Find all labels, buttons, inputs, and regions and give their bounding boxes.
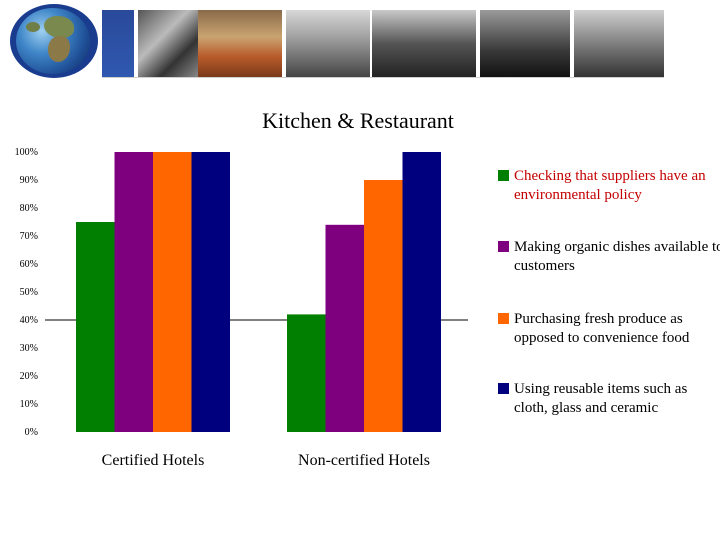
y-tick-label: 70% (20, 231, 38, 242)
legend-label-suppliers: Checking that suppliers have an environm… (514, 168, 706, 203)
banner-photo-beer-waitress (198, 10, 282, 77)
legend-label-fresh-produce: Purchasing fresh produce as opposed to c… (514, 311, 690, 346)
bar-series-4-category-2 (402, 152, 441, 432)
chart-title: Kitchen & Restaurant (262, 108, 454, 133)
banner-photo-pretzels (138, 10, 198, 77)
y-tick-label: 40% (20, 315, 38, 326)
legend-label-organic: Making organic dishes available to custo… (514, 239, 720, 274)
banner-photo-old-town (372, 10, 476, 77)
legend-swatch-organic (498, 241, 509, 252)
y-tick-label: 60% (20, 259, 38, 270)
category-label: Certified Hotels (102, 452, 205, 469)
banner-photo-cathedral-bridge (480, 10, 570, 77)
bar-series-3-category-2 (364, 180, 403, 432)
y-tick-label: 20% (20, 371, 38, 382)
bar-series-2-category-1 (114, 152, 153, 432)
banner-divider (102, 77, 664, 78)
y-tick-label: 0% (25, 427, 38, 438)
legend-swatch-reusable (498, 383, 509, 394)
y-tick-label: 10% (20, 399, 38, 410)
bar-series-4-category-1 (191, 152, 230, 432)
y-tick-label: 100% (15, 147, 38, 158)
banner-photo-country-road (574, 10, 664, 77)
y-tick-label: 90% (20, 175, 38, 186)
header-banner (0, 0, 720, 82)
bar-series-2-category-2 (325, 224, 364, 432)
legend-swatch-suppliers (498, 170, 509, 181)
banner-photo-castle (286, 10, 370, 77)
globe-logo (10, 4, 100, 80)
bar-series-1-category-2 (287, 314, 326, 432)
banner-photo-flag (102, 10, 134, 77)
y-tick-label: 50% (20, 287, 38, 298)
y-tick-label: 30% (20, 343, 38, 354)
bar-series-3-category-1 (153, 152, 192, 432)
legend-label-reusable: Using reusable items such as cloth, glas… (514, 381, 688, 416)
y-tick-label: 80% (20, 203, 38, 214)
category-label: Non-certified Hotels (298, 452, 430, 469)
legend-swatch-fresh-produce (498, 313, 509, 324)
bar-series-1-category-1 (76, 222, 115, 432)
